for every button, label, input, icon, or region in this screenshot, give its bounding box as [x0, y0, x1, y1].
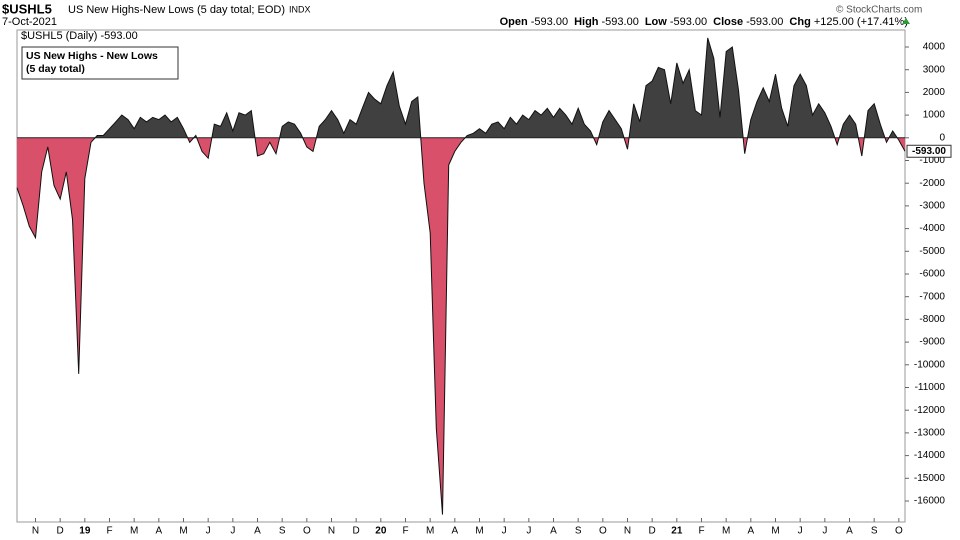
x-tick-label: D	[353, 526, 360, 537]
legend: $USHL5 (Daily) -593.00	[21, 30, 138, 42]
up-marker	[902, 18, 910, 24]
x-tick-label: J	[526, 526, 531, 537]
last-value-label: -593.00	[912, 146, 946, 157]
x-tick-label: F	[402, 526, 408, 537]
x-tick-label: A	[155, 526, 162, 537]
x-tick-label: 20	[375, 526, 387, 537]
x-tick-label: 21	[671, 526, 683, 537]
quote-text: Low	[645, 16, 667, 28]
x-tick-label: M	[426, 526, 434, 537]
x-tick-label: 19	[79, 526, 91, 537]
y-tick-label: -9000	[919, 337, 945, 348]
x-tick-label: J	[230, 526, 235, 537]
y-tick-label: -14000	[914, 450, 946, 461]
y-tick-label: -11000	[915, 382, 946, 393]
y-tick-label: 1000	[923, 110, 946, 121]
y-tick-label: 2000	[923, 87, 946, 98]
x-tick-label: O	[303, 526, 311, 537]
x-tick-label: M	[130, 526, 138, 537]
y-tick-label: -16000	[914, 496, 946, 507]
annotation-box	[21, 46, 179, 80]
y-tick-label: -3000	[919, 201, 945, 212]
x-tick-label: M	[771, 526, 779, 537]
y-tick-label: -1000	[919, 155, 945, 166]
x-tick-label: A	[846, 526, 853, 537]
x-tick-label: S	[871, 526, 878, 537]
x-tick-label: M	[179, 526, 187, 537]
annotation: (5 day total)	[26, 63, 85, 75]
y-tick-label: -5000	[919, 246, 945, 257]
x-tick-label: S	[575, 526, 582, 537]
quote-text: Chg	[789, 16, 810, 28]
y-tick-label: -8000	[919, 314, 945, 325]
quote-text: Close	[713, 16, 743, 28]
x-tick-label: F	[698, 526, 704, 537]
x-tick-label: A	[550, 526, 557, 537]
annotation: US New Highs - New Lows	[26, 50, 158, 62]
y-tick-label: 4000	[923, 42, 946, 53]
symbol: $USHL5	[2, 1, 52, 16]
y-tick-label: -10000	[914, 359, 946, 370]
x-tick-label: J	[798, 526, 803, 537]
y-tick-label: -13000	[914, 428, 946, 439]
x-tick-label: A	[254, 526, 261, 537]
quote-text: -593.00	[746, 16, 783, 28]
watermark: © StockCharts.com	[836, 5, 922, 16]
chart-title: US New Highs-New Lows (5 day total; EOD)	[68, 4, 285, 16]
x-tick-label: N	[32, 526, 39, 537]
quote-text: High	[574, 16, 599, 28]
line	[16, 37, 906, 515]
quote-text: -593.00	[670, 16, 707, 28]
x-tick-label: D	[57, 526, 64, 537]
quote: Open -593.00 High -593.00 Low -593.00 Close -59…	[500, 16, 908, 28]
y-tick-label: -12000	[914, 405, 946, 416]
quote-text: -593.00	[602, 16, 639, 28]
x-tick-label: S	[279, 526, 286, 537]
x-tick-label: J	[822, 526, 827, 537]
x-tick-label: J	[206, 526, 211, 537]
x-tick-label: O	[599, 526, 607, 537]
x-tick-label: A	[747, 526, 754, 537]
y-tick-label: 3000	[923, 64, 946, 75]
x-tick-label: N	[624, 526, 631, 537]
x-tick-label: J	[502, 526, 507, 537]
x-tick-label: M	[722, 526, 730, 537]
y-tick-label: 0	[939, 132, 945, 143]
y-tick-label: -4000	[919, 223, 945, 234]
last-value-tag	[906, 144, 952, 158]
y-tick-label: -15000	[914, 473, 946, 484]
x-tick-label: F	[106, 526, 112, 537]
exchange: INDX	[289, 4, 311, 14]
x-tick-label: O	[895, 526, 903, 537]
y-tick-label: -6000	[919, 269, 945, 280]
date: 7-Oct-2021	[2, 16, 57, 28]
x-tick-label: N	[328, 526, 335, 537]
quote-text: -593.00	[531, 16, 568, 28]
x-tick-label: M	[475, 526, 483, 537]
quote-text: Open	[500, 16, 528, 28]
y-tick-label: -2000	[919, 178, 945, 189]
x-tick-label: A	[451, 526, 458, 537]
y-tick-label: -7000	[919, 291, 945, 302]
x-tick-label: D	[649, 526, 656, 537]
quote-text: +125.00 (+17.41%)	[814, 16, 908, 28]
